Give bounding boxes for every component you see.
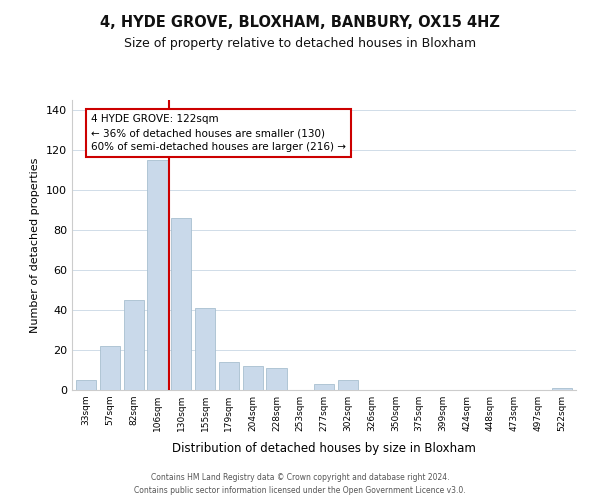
Text: Contains HM Land Registry data © Crown copyright and database right 2024.: Contains HM Land Registry data © Crown c… xyxy=(151,472,449,482)
Y-axis label: Number of detached properties: Number of detached properties xyxy=(31,158,40,332)
Text: 4, HYDE GROVE, BLOXHAM, BANBURY, OX15 4HZ: 4, HYDE GROVE, BLOXHAM, BANBURY, OX15 4H… xyxy=(100,15,500,30)
Bar xyxy=(195,308,215,390)
Bar xyxy=(100,346,120,390)
Bar xyxy=(148,160,167,390)
X-axis label: Distribution of detached houses by size in Bloxham: Distribution of detached houses by size … xyxy=(172,442,476,456)
Bar xyxy=(124,300,144,390)
Text: 4 HYDE GROVE: 122sqm
← 36% of detached houses are smaller (130)
60% of semi-deta: 4 HYDE GROVE: 122sqm ← 36% of detached h… xyxy=(91,114,346,152)
Bar xyxy=(76,380,97,390)
Bar xyxy=(242,366,263,390)
Bar xyxy=(551,388,572,390)
Text: Size of property relative to detached houses in Bloxham: Size of property relative to detached ho… xyxy=(124,38,476,51)
Bar xyxy=(314,384,334,390)
Bar xyxy=(266,368,287,390)
Bar xyxy=(171,218,191,390)
Bar xyxy=(338,380,358,390)
Bar xyxy=(219,362,239,390)
Text: Contains public sector information licensed under the Open Government Licence v3: Contains public sector information licen… xyxy=(134,486,466,495)
